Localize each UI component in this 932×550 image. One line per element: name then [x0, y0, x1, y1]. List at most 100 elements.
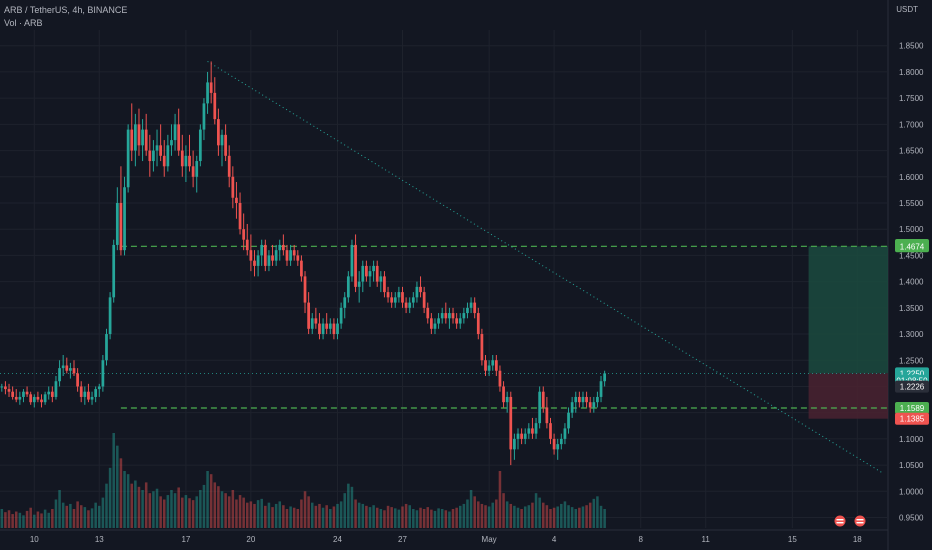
candle-body: [570, 402, 574, 413]
volume-bar: [332, 506, 336, 528]
candle-body: [567, 412, 570, 429]
candle-body: [180, 150, 184, 167]
volume-bar: [477, 501, 480, 528]
candle-body: [144, 129, 148, 151]
x-tick-label: 13: [95, 535, 104, 544]
candle-body: [596, 396, 599, 403]
candle-body: [476, 313, 480, 335]
volume-bar: [498, 471, 502, 528]
candle-body: [393, 297, 397, 303]
volume-bar: [538, 497, 541, 528]
candle-body: [307, 302, 311, 329]
price-tag-label: 1.2250: [900, 369, 925, 378]
candle-body: [411, 297, 415, 303]
candle-body: [271, 255, 274, 261]
candle-body: [43, 394, 47, 403]
symbol-header[interactable]: ARB / TetherUS, 4h, BINANCE: [4, 5, 128, 15]
volume-bar: [58, 490, 61, 528]
volume-bar: [318, 503, 321, 528]
volume-bar: [303, 491, 307, 528]
volume-bar: [462, 503, 466, 528]
event-marker-icon[interactable]: [833, 514, 847, 528]
volume-bar: [285, 509, 289, 528]
candle-body: [404, 302, 408, 308]
event-marker-glyph-icon: [856, 522, 864, 524]
volume-bar: [531, 502, 534, 528]
volume-bar: [195, 496, 198, 528]
volume-bar: [401, 506, 404, 528]
candle-body: [419, 286, 422, 293]
volume-bar: [278, 501, 282, 528]
volume-bar: [357, 502, 361, 528]
volume-bar: [202, 484, 206, 528]
volume-bar: [271, 507, 274, 528]
volume-bar: [419, 507, 422, 528]
candle-body: [83, 391, 87, 397]
candle-body: [451, 313, 455, 319]
x-tick-label: 27: [398, 535, 407, 544]
candle-body: [527, 428, 531, 434]
candle-body: [462, 313, 466, 319]
candle-body: [249, 250, 253, 261]
event-marker-icon-2[interactable]: [853, 514, 867, 528]
candle-body: [444, 313, 448, 319]
candle-body: [336, 323, 339, 335]
price-tag-box: [895, 402, 929, 415]
volume-bar: [325, 505, 328, 528]
candle-body: [300, 260, 303, 277]
candle-body: [599, 381, 603, 397]
candle-body: [170, 140, 173, 146]
candle-body: [159, 145, 163, 156]
volume-bar: [14, 511, 18, 528]
candle-body: [440, 313, 444, 319]
candle-body: [545, 407, 549, 424]
volume-label[interactable]: Vol · ARB: [4, 18, 43, 28]
candle-body: [458, 318, 462, 324]
candle-body: [235, 197, 238, 203]
volume-bar: [141, 490, 144, 528]
candle-body: [592, 402, 596, 408]
candle-body: [310, 318, 314, 329]
candle-body: [494, 360, 498, 371]
bottom-icons[interactable]: [833, 514, 867, 528]
volume-bar: [394, 508, 397, 528]
volume-bar: [242, 497, 245, 528]
candle-body: [141, 129, 144, 146]
candle-body: [498, 370, 502, 387]
volume-bar: [375, 507, 379, 528]
candle-body: [531, 428, 534, 434]
volume-bar: [246, 502, 249, 528]
horizontal-levels[interactable]: [0, 245, 888, 409]
candle-body: [585, 396, 588, 403]
volume-bar: [292, 507, 296, 528]
y-tick-label: 1.0000: [899, 487, 924, 496]
volume-bar: [166, 495, 170, 528]
volume-bar: [199, 490, 202, 528]
candle-body: [227, 155, 231, 177]
volume-bar: [588, 502, 592, 528]
volume-bar: [365, 505, 368, 528]
volume-bar: [134, 480, 137, 528]
volume-bar: [123, 471, 126, 528]
volume-bar: [581, 506, 585, 528]
volume-bar: [339, 501, 343, 528]
candle-body: [72, 368, 76, 374]
price-tag-box: [895, 240, 929, 253]
volume-bar: [300, 499, 303, 528]
candle-body: [54, 381, 58, 397]
candle-body: [7, 389, 11, 392]
time-axis[interactable]: 10 13 17 20 24 27 May 4 8 11 15 18: [30, 535, 862, 544]
y-tick-label: 1.8500: [899, 42, 924, 51]
y-tick-label: 1.8000: [899, 68, 924, 77]
volume-bar: [209, 474, 213, 528]
candle-body: [105, 334, 108, 361]
volume-bar: [267, 502, 271, 528]
volume-bar: [343, 493, 346, 528]
candle-body: [108, 297, 112, 335]
candle-body: [191, 166, 195, 177]
candle-body: [549, 423, 552, 439]
candle-body: [505, 396, 509, 403]
candle-body: [155, 145, 159, 151]
x-tick-label: 24: [333, 535, 342, 544]
